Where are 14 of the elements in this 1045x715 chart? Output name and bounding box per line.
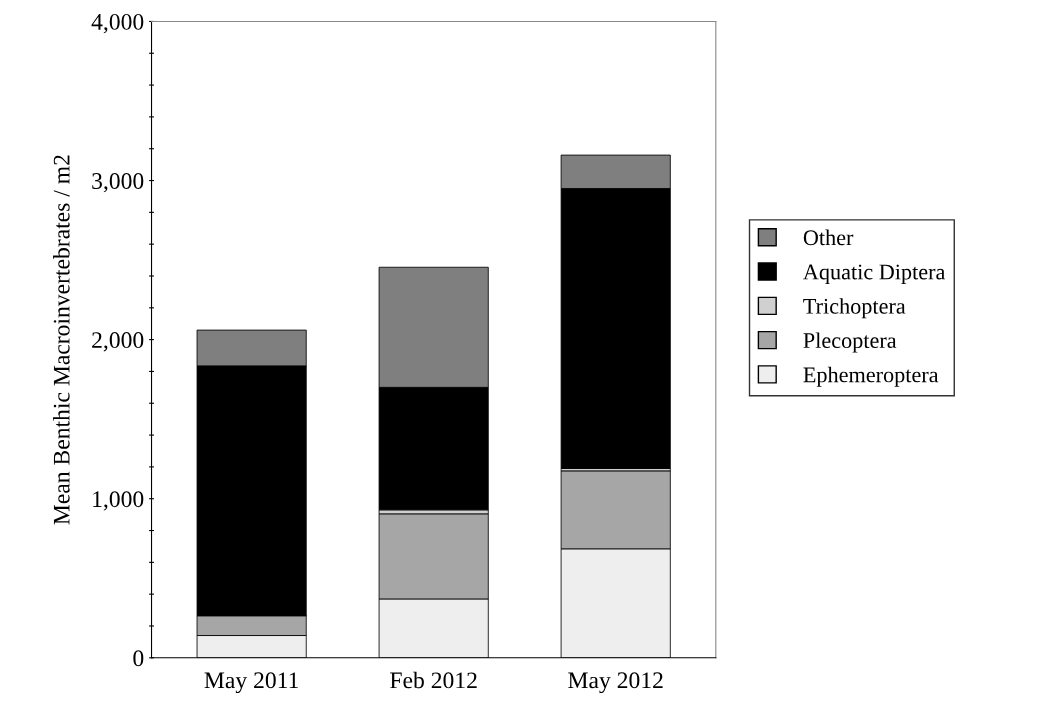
y-tick-label: 3,000 bbox=[92, 173, 144, 193]
y-axis-title: Mean Benthic Macroinvertebrates / m2 bbox=[53, 155, 70, 525]
legend-label: Other bbox=[803, 229, 854, 246]
x-tick-label: May 2011 bbox=[204, 672, 298, 694]
y-tick-label: 1,000 bbox=[93, 491, 144, 511]
legend-label: Plecoptera bbox=[803, 332, 897, 353]
legend-label: Trichoptera bbox=[803, 298, 906, 319]
legend-label: Aquatic Diptera bbox=[803, 264, 946, 284]
x-tick-label: Feb 2012 bbox=[390, 671, 477, 689]
y-tick-label: 0 bbox=[133, 650, 144, 667]
legend-label: Ephemeroptera bbox=[803, 366, 939, 387]
y-tick-label: 2,000 bbox=[92, 332, 144, 352]
x-tick-label: May 2012 bbox=[568, 672, 663, 694]
y-tick-label: 4,000 bbox=[91, 13, 144, 34]
